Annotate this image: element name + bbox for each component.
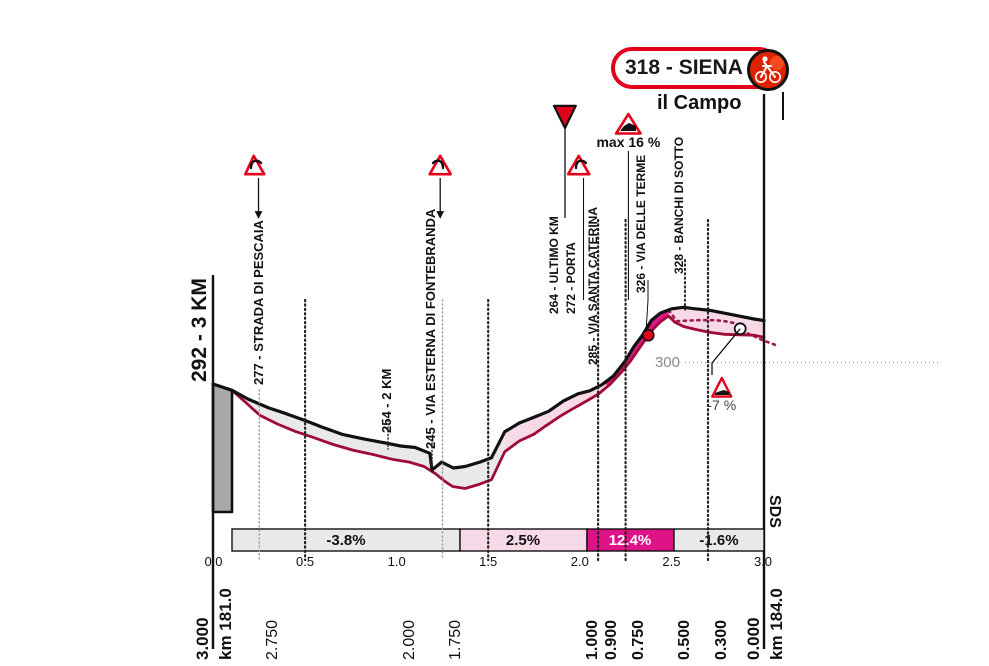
svg-text:12.4%: 12.4% — [609, 532, 652, 549]
svg-text:2.5: 2.5 — [662, 554, 680, 569]
svg-text:3.0: 3.0 — [754, 554, 772, 569]
svg-text:300: 300 — [655, 354, 680, 371]
svg-text:max 16 %: max 16 % — [596, 134, 660, 150]
svg-text:-7 %: -7 % — [707, 397, 736, 413]
svg-text:-3.8%: -3.8% — [326, 532, 365, 549]
svg-text:2.5%: 2.5% — [506, 532, 540, 549]
svg-text:2.0: 2.0 — [571, 554, 589, 569]
svg-text:0.0: 0.0 — [204, 554, 222, 569]
svg-text:1.5: 1.5 — [479, 554, 497, 569]
svg-text:0.5: 0.5 — [296, 554, 314, 569]
svg-text:1.0: 1.0 — [388, 554, 406, 569]
svg-text:-1.6%: -1.6% — [699, 532, 738, 549]
